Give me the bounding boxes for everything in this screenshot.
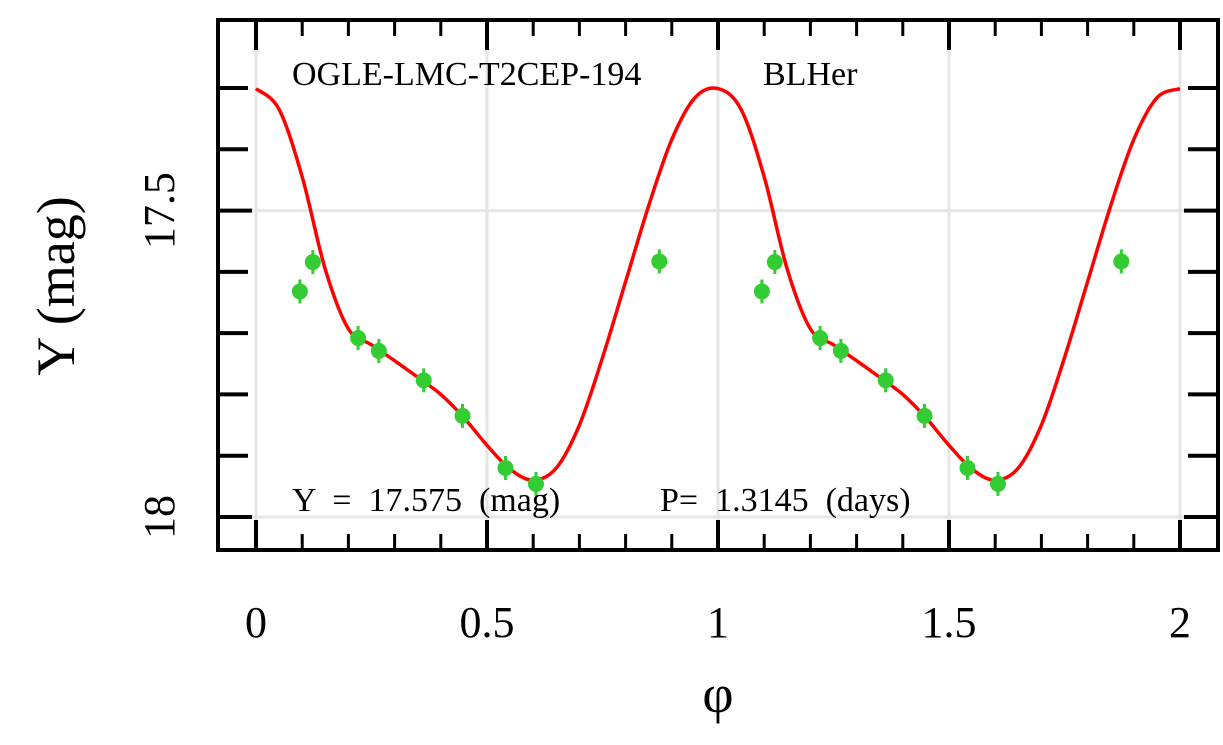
star-name-label: OGLE-LMC-T2CEP-194: [292, 56, 641, 93]
fit-curve-layer: [254, 86, 1181, 482]
x-tick-label: 0: [245, 598, 267, 647]
axis-ticks: [218, 20, 1218, 550]
y-tick-label: 17.5: [135, 172, 184, 249]
mean-magnitude-label: Y = 17.575 (mag): [292, 482, 560, 519]
star-type-label: BLHer: [763, 56, 858, 93]
data-point: [989, 475, 1006, 492]
period-label: P= 1.3145 (days): [660, 482, 911, 519]
y-tick-labels: 17.5 18: [135, 172, 184, 539]
x-tick-label: 0.5: [460, 598, 515, 647]
data-point: [291, 283, 308, 300]
data-point: [304, 254, 321, 271]
x-tick-label: 1: [707, 598, 729, 647]
data-point: [877, 372, 894, 389]
data-point: [812, 330, 829, 347]
data-point: [350, 330, 367, 347]
data-point: [527, 475, 544, 492]
data-point: [454, 407, 471, 424]
grid-lines: [218, 20, 1218, 550]
x-tick-label: 2: [1169, 598, 1191, 647]
x-tick-labels: 0 0.5 1 1.5 2: [245, 598, 1191, 647]
data-point: [415, 372, 432, 389]
x-axis-label: φ: [702, 664, 733, 724]
data-point: [651, 253, 668, 270]
data-point: [832, 342, 849, 359]
data-point: [370, 342, 387, 359]
data-point: [916, 407, 933, 424]
data-point: [753, 283, 770, 300]
x-tick-label: 1.5: [922, 598, 977, 647]
y-tick-label: 18: [135, 495, 184, 539]
y-axis-label: Y (mag): [26, 196, 86, 375]
data-point: [766, 254, 783, 271]
data-point: [959, 459, 976, 476]
data-points-layer: [291, 249, 1130, 496]
data-point: [1113, 253, 1130, 270]
fit-curve: [254, 86, 1181, 482]
data-point: [497, 459, 514, 476]
